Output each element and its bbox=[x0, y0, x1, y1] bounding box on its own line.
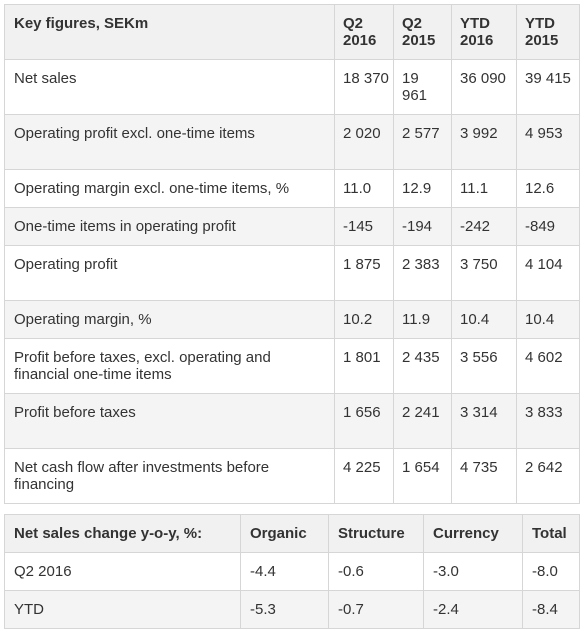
sales-change-table: Net sales change y-o-y, %: Organic Struc… bbox=[4, 514, 580, 629]
row-label: Net cash flow after investments before f… bbox=[4, 448, 335, 504]
cell-value: 1 875 bbox=[334, 245, 394, 301]
cell-value: -849 bbox=[516, 207, 580, 246]
table-row: Net sales 18 370 19 961 36 090 39 415 bbox=[4, 59, 580, 115]
cell-value: 10.2 bbox=[334, 300, 394, 339]
cell-value: 11.1 bbox=[451, 169, 517, 208]
row-label: Operating profit bbox=[4, 245, 335, 301]
cell-value: -242 bbox=[451, 207, 517, 246]
cell-value: 1 801 bbox=[334, 338, 394, 394]
row-label: Operating margin, % bbox=[4, 300, 335, 339]
cell-value: 2 577 bbox=[393, 114, 452, 170]
cell-value: 11.9 bbox=[393, 300, 452, 339]
cell-value: 4 953 bbox=[516, 114, 580, 170]
table-row: Net cash flow after investments before f… bbox=[4, 448, 580, 504]
cell-value: 3 314 bbox=[451, 393, 517, 449]
key-figures-table: Key figures, SEKm Q2 2016 Q2 2015 YTD 20… bbox=[4, 4, 580, 504]
cell-value: 18 370 bbox=[334, 59, 394, 115]
cell-value: 2 383 bbox=[393, 245, 452, 301]
cell-value: 4 602 bbox=[516, 338, 580, 394]
cell-value: 1 656 bbox=[334, 393, 394, 449]
cell-value: -0.6 bbox=[328, 552, 424, 591]
column-header-structure: Structure bbox=[328, 514, 424, 553]
row-label: One-time items in operating profit bbox=[4, 207, 335, 246]
sales-change-header-row: Net sales change y-o-y, %: Organic Struc… bbox=[4, 514, 580, 553]
cell-value: 2 020 bbox=[334, 114, 394, 170]
sales-change-title: Net sales change y-o-y, %: bbox=[4, 514, 241, 553]
column-header-q2-2015: Q2 2015 bbox=[393, 4, 452, 60]
cell-value: -145 bbox=[334, 207, 394, 246]
cell-value: -194 bbox=[393, 207, 452, 246]
cell-value: 1 654 bbox=[393, 448, 452, 504]
cell-value: 39 415 bbox=[516, 59, 580, 115]
row-label: Operating profit excl. one-time items bbox=[4, 114, 335, 170]
cell-value: -8.4 bbox=[522, 590, 580, 629]
key-figures-header-row: Key figures, SEKm Q2 2016 Q2 2015 YTD 20… bbox=[4, 4, 580, 60]
table-row: Operating margin, % 10.2 11.9 10.4 10.4 bbox=[4, 300, 580, 339]
table-row: Profit before taxes, excl. operating and… bbox=[4, 338, 580, 394]
cell-value: 12.6 bbox=[516, 169, 580, 208]
cell-value: 12.9 bbox=[393, 169, 452, 208]
cell-value: 3 750 bbox=[451, 245, 517, 301]
row-label: YTD bbox=[4, 590, 241, 629]
row-label: Profit before taxes, excl. operating and… bbox=[4, 338, 335, 394]
cell-value: -4.4 bbox=[240, 552, 329, 591]
cell-value: 11.0 bbox=[334, 169, 394, 208]
table-row: One-time items in operating profit -145 … bbox=[4, 207, 580, 246]
column-header-currency: Currency bbox=[423, 514, 523, 553]
column-header-total: Total bbox=[522, 514, 580, 553]
table-row: Q2 2016 -4.4 -0.6 -3.0 -8.0 bbox=[4, 552, 580, 591]
row-label: Operating margin excl. one-time items, % bbox=[4, 169, 335, 208]
cell-value: 3 833 bbox=[516, 393, 580, 449]
cell-value: 2 241 bbox=[393, 393, 452, 449]
cell-value: 2 435 bbox=[393, 338, 452, 394]
cell-value: 2 642 bbox=[516, 448, 580, 504]
table-row: Operating margin excl. one-time items, %… bbox=[4, 169, 580, 208]
key-figures-title: Key figures, SEKm bbox=[4, 4, 335, 60]
cell-value: 4 735 bbox=[451, 448, 517, 504]
cell-value: 19 961 bbox=[393, 59, 452, 115]
row-label: Net sales bbox=[4, 59, 335, 115]
cell-value: -2.4 bbox=[423, 590, 523, 629]
table-row: Operating profit excl. one-time items 2 … bbox=[4, 114, 580, 170]
cell-value: 4 225 bbox=[334, 448, 394, 504]
cell-value: 4 104 bbox=[516, 245, 580, 301]
cell-value: -3.0 bbox=[423, 552, 523, 591]
table-row: Profit before taxes 1 656 2 241 3 314 3 … bbox=[4, 393, 580, 449]
row-label: Q2 2016 bbox=[4, 552, 241, 591]
cell-value: -5.3 bbox=[240, 590, 329, 629]
row-label: Profit before taxes bbox=[4, 393, 335, 449]
cell-value: 3 556 bbox=[451, 338, 517, 394]
column-header-ytd-2016: YTD 2016 bbox=[451, 4, 517, 60]
column-header-ytd-2015: YTD 2015 bbox=[516, 4, 580, 60]
table-row: YTD -5.3 -0.7 -2.4 -8.4 bbox=[4, 590, 580, 629]
cell-value: -0.7 bbox=[328, 590, 424, 629]
table-row: Operating profit 1 875 2 383 3 750 4 104 bbox=[4, 245, 580, 301]
cell-value: 10.4 bbox=[451, 300, 517, 339]
column-header-q2-2016: Q2 2016 bbox=[334, 4, 394, 60]
cell-value: 10.4 bbox=[516, 300, 580, 339]
cell-value: 3 992 bbox=[451, 114, 517, 170]
cell-value: -8.0 bbox=[522, 552, 580, 591]
column-header-organic: Organic bbox=[240, 514, 329, 553]
cell-value: 36 090 bbox=[451, 59, 517, 115]
